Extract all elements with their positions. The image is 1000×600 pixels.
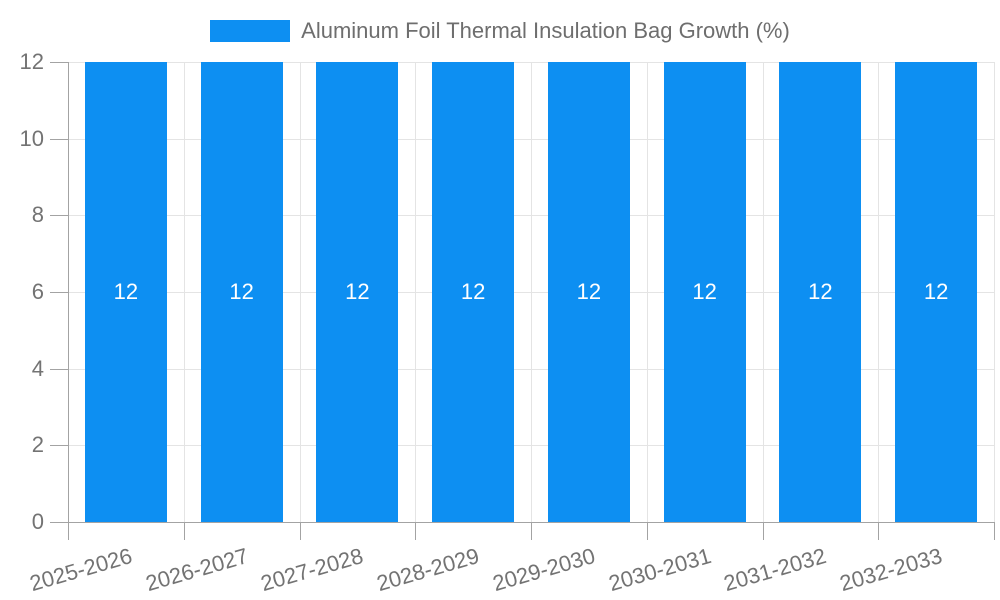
x-axis-tick — [762, 522, 764, 540]
x-axis-tick — [183, 522, 185, 540]
chart-legend: Aluminum Foil Thermal Insulation Bag Gro… — [0, 18, 1000, 44]
legend-label[interactable]: Aluminum Foil Thermal Insulation Bag Gro… — [301, 18, 790, 43]
bar-value-label: 12 — [460, 279, 486, 304]
y-axis-tick-label: 8 — [31, 202, 44, 228]
x-gridline — [646, 62, 648, 522]
y-axis-tick-label: 6 — [31, 279, 44, 304]
bar[interactable] — [663, 62, 746, 522]
y-axis-tick-label: 4 — [31, 355, 44, 381]
y-axis-tick — [50, 522, 68, 523]
x-axis-tick — [415, 522, 417, 540]
x-gridline — [531, 62, 532, 522]
bar-value-label: 12 — [808, 279, 833, 304]
y-axis-line — [68, 62, 69, 540]
x-gridline — [299, 62, 301, 522]
bar[interactable] — [432, 62, 515, 522]
y-axis-tick-label: 10 — [19, 125, 44, 151]
x-gridline — [762, 62, 764, 522]
x-gridline — [878, 62, 880, 522]
x-gridline — [415, 62, 417, 522]
bar-value-label: 12 — [113, 279, 139, 304]
bar[interactable] — [84, 62, 167, 522]
bar[interactable] — [895, 62, 978, 522]
y-axis-tick — [50, 138, 68, 140]
y-axis-tick — [50, 62, 68, 63]
bar-value-label: 12 — [692, 279, 717, 304]
bar[interactable] — [547, 62, 630, 522]
x-axis-line — [68, 522, 994, 523]
bar-value-label: 12 — [923, 279, 949, 304]
y-axis-tick — [50, 445, 68, 447]
legend-swatch[interactable] — [210, 20, 291, 42]
x-gridline — [994, 62, 995, 522]
y-axis-tick-label: 0 — [31, 509, 44, 534]
y-axis-tick — [50, 368, 68, 370]
x-axis-tick — [646, 522, 648, 540]
y-axis-tick-label: 2 — [31, 432, 44, 458]
y-axis-tick — [50, 292, 68, 293]
x-axis-tick — [531, 522, 532, 540]
bar[interactable] — [779, 62, 862, 522]
bar[interactable] — [316, 62, 399, 522]
bar[interactable] — [200, 62, 283, 522]
x-axis-tick — [878, 522, 880, 540]
bar-value-label: 12 — [229, 279, 254, 304]
y-axis-tick-label: 12 — [19, 49, 44, 74]
y-axis-tick — [50, 215, 68, 217]
bar-value-label: 12 — [576, 279, 602, 304]
bar-value-label: 12 — [345, 279, 370, 304]
x-axis-tick — [299, 522, 301, 540]
x-axis-tick — [994, 522, 995, 540]
x-gridline — [183, 62, 185, 522]
